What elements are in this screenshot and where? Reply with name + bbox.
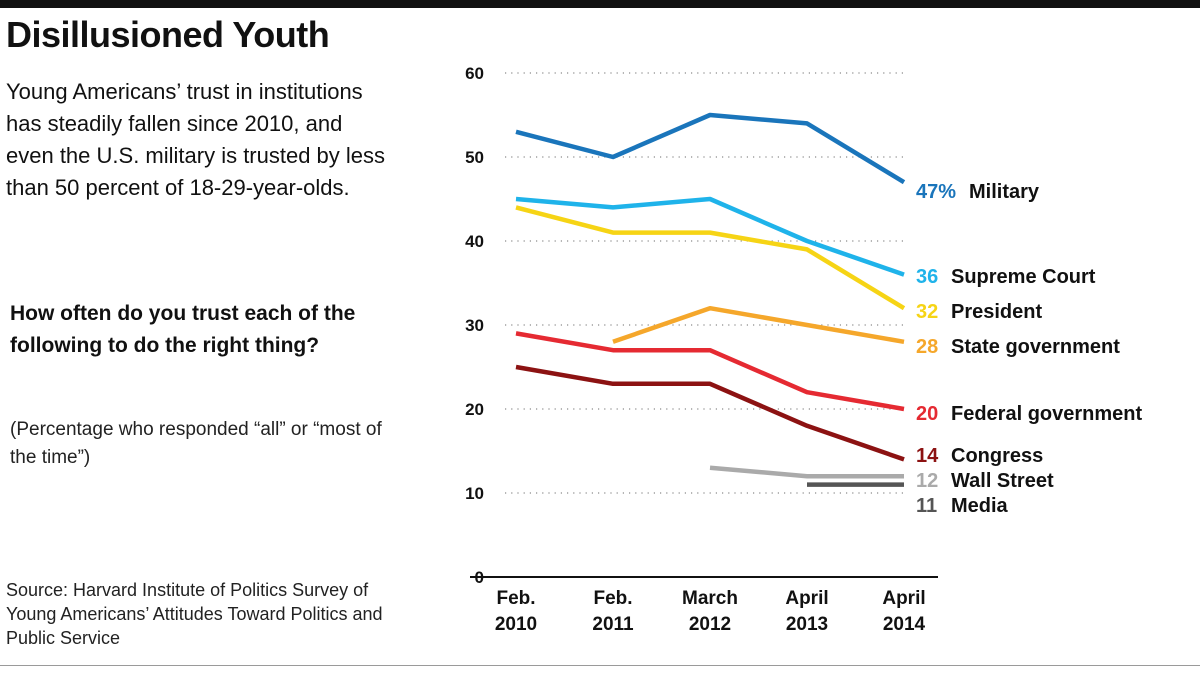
end-value-label: 12 — [916, 470, 938, 492]
x-tick-label-line: 2012 — [689, 614, 731, 635]
end-value-label: 32 — [916, 301, 938, 323]
chart-subtitle: Young Americans’ trust in institutions h… — [6, 79, 386, 200]
series-line-military — [515, 112, 906, 185]
end-value-label: 36 — [916, 266, 938, 288]
end-value-label: 28 — [916, 336, 938, 358]
series-name-label: President — [951, 301, 1042, 323]
x-tick-label: April 2013 — [785, 588, 828, 635]
x-tick-label-line: March — [682, 588, 738, 609]
x-tick-label: March 2012 — [682, 588, 738, 635]
survey-question: How often do you trust each of the follo… — [10, 302, 356, 357]
end-value-label: 11 — [916, 495, 937, 517]
y-tick-label: 60 — [465, 64, 484, 83]
x-tick-label-line: 2011 — [592, 614, 634, 635]
series-name-label: Wall Street — [951, 470, 1054, 492]
x-tick-label-line: 2013 — [786, 614, 828, 635]
series-name-label: Congress — [951, 445, 1043, 467]
y-tick-label: 20 — [465, 400, 484, 419]
series-name-label: Federal government — [951, 403, 1143, 425]
survey-note: (Percentage who responded “all” or “most… — [10, 419, 382, 468]
x-tick-label: Feb. 2011 — [592, 588, 634, 635]
y-tick-label: 40 — [465, 232, 484, 251]
x-tick-label-line: Feb. — [496, 588, 535, 609]
top-bar — [0, 0, 1200, 8]
source-note: Source: Harvard Institute of Politics Su… — [6, 580, 383, 648]
x-tick-label: April 2014 — [882, 588, 925, 635]
end-value-label: 14 — [916, 445, 939, 467]
x-tick-label-line: April — [785, 588, 828, 609]
y-tick-label: 0 — [475, 568, 484, 587]
chart-title: Disillusioned Youth — [6, 14, 330, 55]
series-name-label: Military — [969, 181, 1040, 203]
x-tick-label-line: 2014 — [883, 614, 926, 635]
y-tick-label: 30 — [465, 316, 484, 335]
x-tick-label: Feb. 2010 — [495, 588, 537, 635]
x-tick-label-line: 2010 — [495, 614, 537, 635]
series-line-congress — [515, 364, 905, 462]
series-line-federal-government — [515, 331, 905, 412]
bottom-rule — [0, 665, 1200, 666]
y-tick-label: 10 — [465, 484, 484, 503]
series-line-president — [515, 205, 906, 311]
series-line-state-government — [612, 305, 905, 345]
series-line-supreme-court — [515, 196, 905, 277]
x-tick-label-line: Feb. — [593, 588, 632, 609]
series-line-wall-street — [709, 465, 904, 479]
series-name-label: State government — [951, 336, 1120, 358]
series-name-label: Supreme Court — [951, 266, 1096, 288]
end-value-label: 20 — [916, 403, 938, 425]
end-value-label: 47% — [916, 181, 956, 203]
series-name-label: Media — [951, 495, 1009, 517]
y-tick-label: 50 — [465, 148, 484, 167]
x-tick-label-line: April — [882, 588, 925, 609]
